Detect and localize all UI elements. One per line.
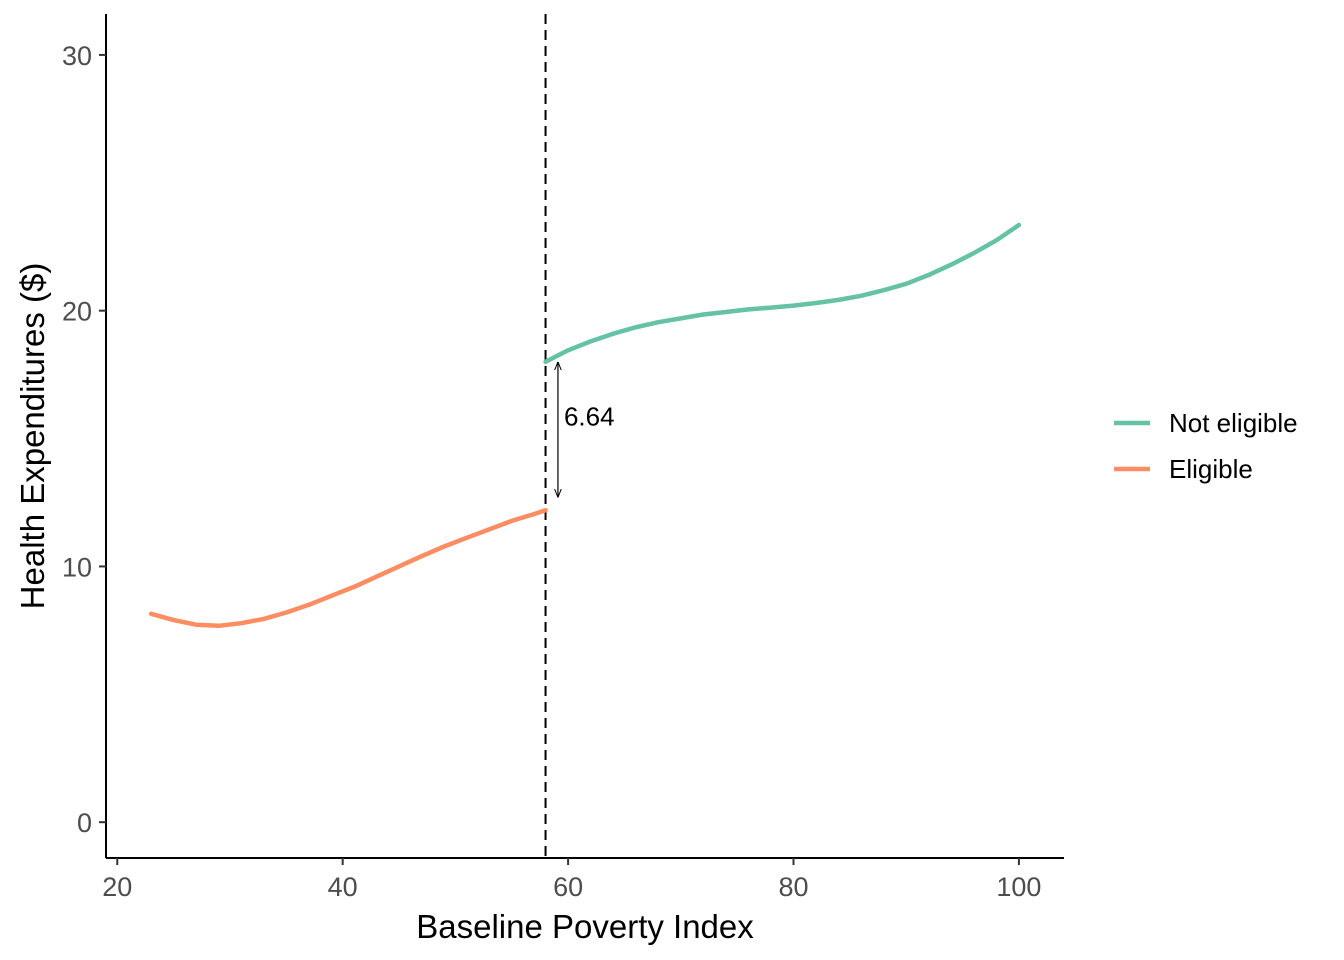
y-tick-label: 10 (62, 552, 92, 582)
x-tick-label: 100 (996, 872, 1041, 902)
gap-label: 6.64 (564, 402, 615, 432)
y-axis-title: Health Expenditures ($) (14, 263, 51, 610)
legend-label: Not eligible (1169, 408, 1298, 438)
series-line-eligible (148, 507, 548, 629)
legend: Not eligible Eligible (1114, 408, 1298, 484)
y-tick-label: 30 (62, 41, 92, 71)
series-line-not-eligible (543, 222, 1022, 365)
x-tick-label: 40 (328, 872, 358, 902)
x-tick-label: 60 (553, 872, 583, 902)
x-axis-title: Baseline Poverty Index (416, 908, 754, 945)
y-tick-label: 0 (77, 808, 92, 838)
plot-area: 6.64 (148, 14, 1022, 858)
axes: 20 40 60 80 100 0 10 20 30 (62, 14, 1064, 902)
legend-label: Eligible (1169, 454, 1253, 484)
y-tick-label: 20 (62, 297, 92, 327)
x-tick-label: 80 (778, 872, 808, 902)
x-tick-label: 20 (102, 872, 132, 902)
